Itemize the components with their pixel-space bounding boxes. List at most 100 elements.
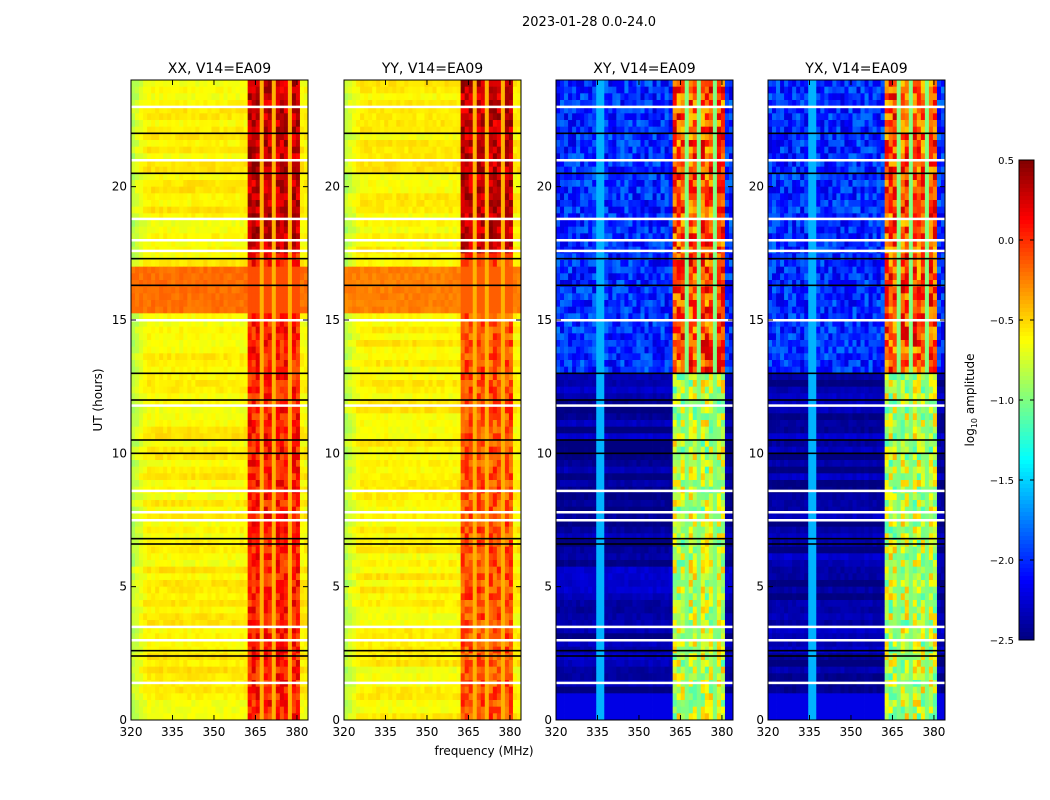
heatmap-cell bbox=[179, 413, 184, 421]
heatmap-cell bbox=[159, 406, 164, 414]
heatmap-cell bbox=[199, 100, 204, 108]
heatmap-cell bbox=[207, 633, 212, 641]
heatmap-cell bbox=[243, 313, 249, 321]
heatmap-cell bbox=[291, 320, 297, 328]
heatmap-cell bbox=[259, 460, 265, 468]
heatmap-cell bbox=[151, 420, 156, 428]
heatmap-cell bbox=[175, 80, 180, 88]
heatmap-cell bbox=[303, 93, 309, 101]
heatmap-cell bbox=[295, 420, 301, 428]
heatmap-cell bbox=[476, 160, 482, 168]
heatmap-cell bbox=[484, 113, 490, 121]
heatmap-cell bbox=[199, 693, 204, 701]
heatmap-cell bbox=[151, 373, 156, 381]
heatmap-cell bbox=[243, 413, 249, 421]
heatmap-cell bbox=[424, 113, 429, 121]
heatmap-cell bbox=[159, 266, 164, 274]
heatmap-cell bbox=[376, 120, 381, 128]
heatmap-cell bbox=[247, 553, 253, 561]
heatmap-cell bbox=[283, 653, 289, 661]
heatmap-cell bbox=[420, 120, 425, 128]
heatmap-cell bbox=[207, 653, 212, 661]
heatmap-cell bbox=[147, 713, 152, 721]
heatmap-cell bbox=[147, 460, 152, 468]
heatmap-cell bbox=[203, 613, 208, 621]
heatmap-cell bbox=[255, 200, 261, 208]
heatmap-cell bbox=[147, 140, 152, 148]
heatmap-cell bbox=[155, 633, 160, 641]
heatmap-cell bbox=[243, 440, 249, 448]
heatmap-cell bbox=[243, 366, 249, 374]
heatmap-cell bbox=[191, 340, 196, 348]
heatmap-cell bbox=[291, 113, 297, 121]
heatmap-cell bbox=[195, 133, 200, 141]
heatmap-cell bbox=[279, 180, 285, 188]
heatmap-cell bbox=[472, 166, 478, 174]
heatmap-cell bbox=[295, 126, 301, 134]
heatmap-cell bbox=[283, 300, 289, 308]
heatmap-cell bbox=[239, 653, 245, 661]
heatmap-cell bbox=[295, 206, 301, 214]
heatmap-cell bbox=[131, 280, 136, 288]
heatmap-cell bbox=[275, 433, 281, 441]
heatmap-cell bbox=[279, 80, 285, 88]
heatmap-cell bbox=[191, 200, 196, 208]
heatmap-cell bbox=[171, 213, 176, 221]
heatmap-cell bbox=[235, 346, 241, 354]
heatmap-cell bbox=[151, 226, 156, 234]
heatmap-cell bbox=[139, 226, 144, 234]
heatmap-cell bbox=[155, 340, 160, 348]
heatmap-cell bbox=[516, 180, 522, 188]
heatmap-cell bbox=[175, 173, 180, 181]
heatmap-cell bbox=[191, 453, 196, 461]
heatmap-cell bbox=[251, 180, 257, 188]
heatmap-cell bbox=[271, 153, 277, 161]
heatmap-cell bbox=[175, 280, 180, 288]
heatmap-cell bbox=[267, 586, 273, 594]
heatmap-cell bbox=[199, 706, 204, 714]
heatmap-cell bbox=[191, 146, 196, 154]
heatmap-cell bbox=[251, 140, 257, 148]
heatmap-cell bbox=[219, 633, 224, 641]
heatmap-cell bbox=[275, 480, 281, 488]
heatmap-cell bbox=[436, 173, 441, 181]
heatmap-cell bbox=[283, 713, 289, 721]
heatmap-cell bbox=[356, 166, 361, 174]
heatmap-cell bbox=[492, 180, 498, 188]
heatmap-cell bbox=[143, 566, 148, 574]
heatmap-cell bbox=[187, 500, 192, 508]
heatmap-cell bbox=[440, 180, 445, 188]
heatmap-cell bbox=[183, 546, 188, 554]
heatmap-cell bbox=[219, 480, 224, 488]
heatmap-cell bbox=[267, 206, 273, 214]
heatmap-cell bbox=[299, 593, 305, 601]
heatmap-cell bbox=[159, 353, 164, 361]
heatmap-cell bbox=[203, 166, 208, 174]
heatmap-cell bbox=[223, 353, 228, 361]
heatmap-cell bbox=[279, 353, 285, 361]
heatmap-cell bbox=[368, 126, 373, 134]
heatmap-cell bbox=[215, 446, 220, 454]
heatmap-cell bbox=[143, 300, 148, 308]
heatmap-cell bbox=[255, 446, 261, 454]
heatmap-cell bbox=[167, 100, 172, 108]
heatmap-cell bbox=[203, 466, 208, 474]
heatmap-cell bbox=[352, 146, 357, 154]
heatmap-cell bbox=[275, 140, 281, 148]
heatmap-cell bbox=[267, 353, 273, 361]
heatmap-cell bbox=[263, 126, 269, 134]
heatmap-cell bbox=[211, 660, 216, 668]
heatmap-cell bbox=[187, 166, 192, 174]
heatmap-cell bbox=[179, 466, 184, 474]
heatmap-cell bbox=[151, 440, 156, 448]
heatmap-cell bbox=[295, 380, 301, 388]
heatmap-cell bbox=[199, 580, 204, 588]
heatmap-cell bbox=[219, 146, 224, 154]
heatmap-cell bbox=[231, 113, 236, 121]
heatmap-cell bbox=[131, 380, 136, 388]
heatmap-cell bbox=[275, 666, 281, 674]
heatmap-cell bbox=[287, 660, 293, 668]
heatmap-cell bbox=[207, 580, 212, 588]
heatmap-cell bbox=[259, 686, 265, 694]
